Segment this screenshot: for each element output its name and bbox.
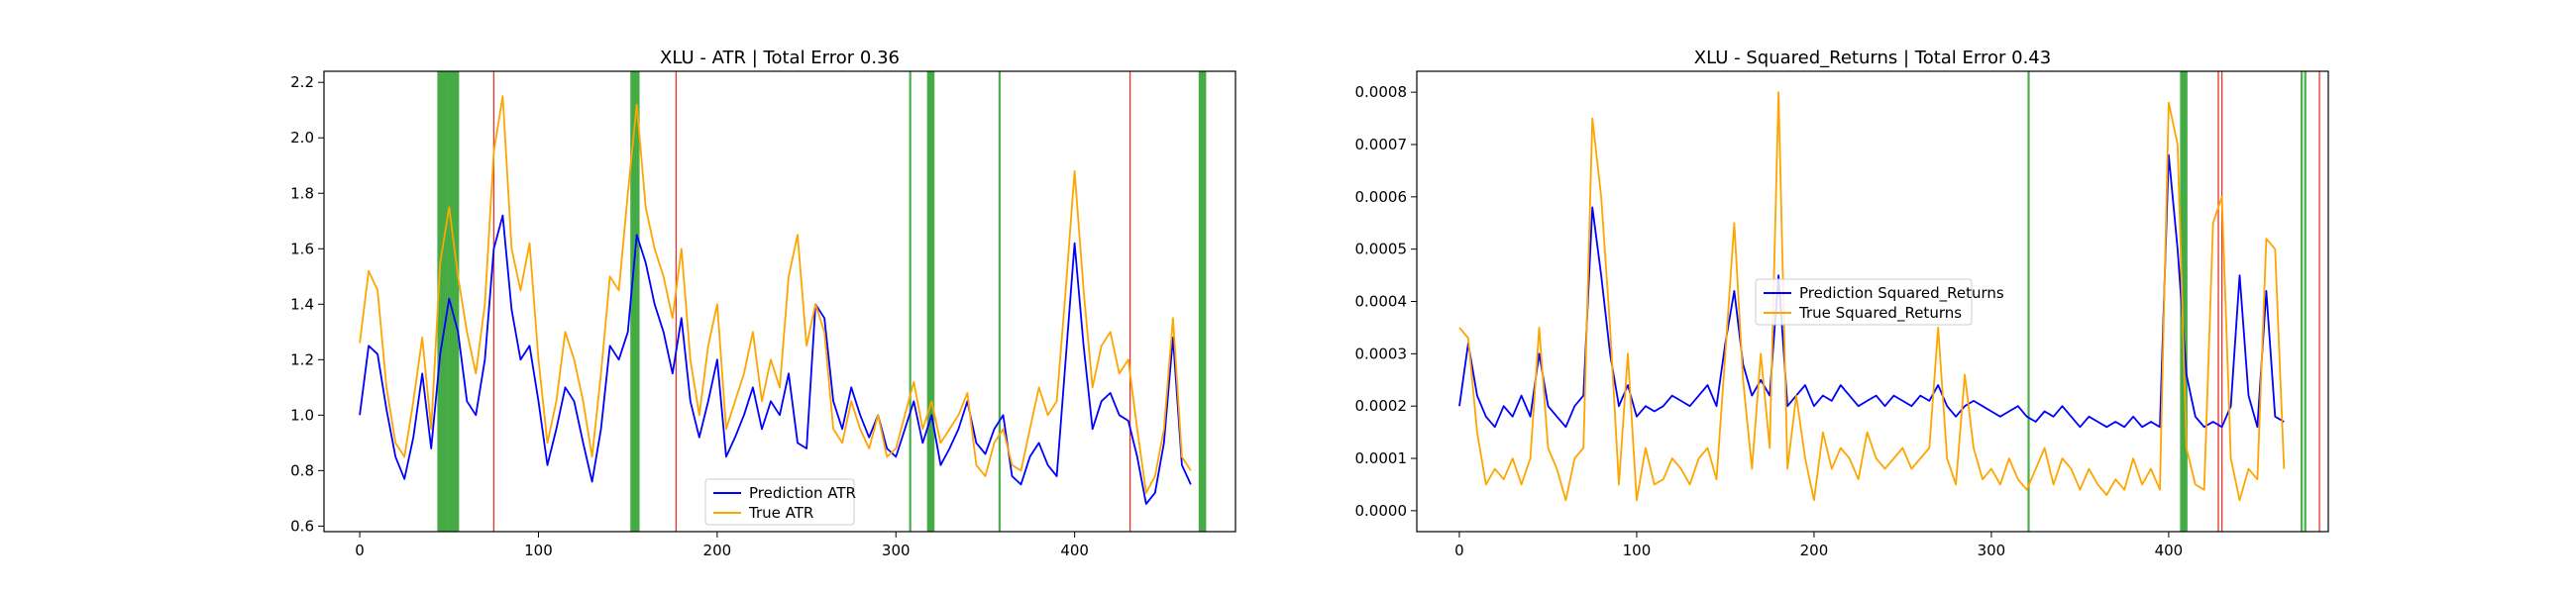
y-tick-label: 0.0003 <box>1355 345 1408 362</box>
x-tick-label: 0 <box>355 542 365 559</box>
legend-entry: Prediction ATR <box>749 484 856 502</box>
prediction-series-line <box>1458 153 2285 429</box>
y-tick-label: 1.6 <box>290 240 314 257</box>
true-series-line <box>1458 91 2286 502</box>
x-tick-label: 200 <box>703 542 732 559</box>
y-tick-label: 1.4 <box>290 295 314 313</box>
x-tick-label: 100 <box>1623 542 1652 559</box>
y-tick-label: 1.2 <box>290 350 314 368</box>
x-tick-label: 0 <box>1454 542 1464 559</box>
y-tick-label: 0.0004 <box>1355 293 1408 311</box>
y-tick-label: 0.0005 <box>1355 241 1408 258</box>
y-tick-label: 2.2 <box>290 73 314 91</box>
y-tick-label: 0.8 <box>290 461 314 479</box>
squared-returns-chart: 0 100 200 300 400 0.0000 0.0001 0.0002 0.0003 0.0… <box>1355 48 2329 559</box>
atr-chart: 0 100 200 300 400 0.6 0.8 1.0 1.2 1.4 1.6 1.8 2.0 2.2… <box>290 48 1236 559</box>
y-tick-label: 0.0007 <box>1355 136 1408 153</box>
x-tick-label: 300 <box>1978 542 2006 559</box>
prediction-series-line <box>359 214 1192 505</box>
y-tick-label: 1.0 <box>290 406 314 424</box>
x-tick-label: 400 <box>2155 542 2184 559</box>
chart-title: XLU - ATR | Total Error 0.36 <box>660 48 900 68</box>
y-tick-label: 0.0006 <box>1355 188 1408 206</box>
x-tick-label: 200 <box>1800 542 1829 559</box>
legend-box <box>1755 278 1973 326</box>
legend-entry: Prediction Squared_Returns <box>1799 284 2004 303</box>
y-tick-label: 0.0001 <box>1355 449 1408 467</box>
legend-entry: True ATR <box>748 504 813 522</box>
y-tick-label: 0.6 <box>290 517 314 535</box>
legend: Prediction ATR True ATR <box>704 478 856 526</box>
y-tick-label: 2.0 <box>290 129 314 147</box>
y-tick-label: 0.0008 <box>1355 83 1408 101</box>
y-tick-label: 0.0000 <box>1355 502 1408 520</box>
x-tick-label: 300 <box>882 542 911 559</box>
y-tick-label: 0.0002 <box>1355 397 1408 415</box>
x-tick-label: 100 <box>524 542 553 559</box>
plot-frame <box>323 70 1236 533</box>
legend-box <box>704 478 855 526</box>
y-tick-label: 1.8 <box>290 184 314 202</box>
x-tick-label: 400 <box>1060 542 1089 559</box>
legend-entry: True Squared_Returns <box>1798 304 1962 323</box>
true-series-line <box>359 95 1192 494</box>
chart-title: XLU - Squared_Returns | Total Error 0.43 <box>1694 48 2051 68</box>
